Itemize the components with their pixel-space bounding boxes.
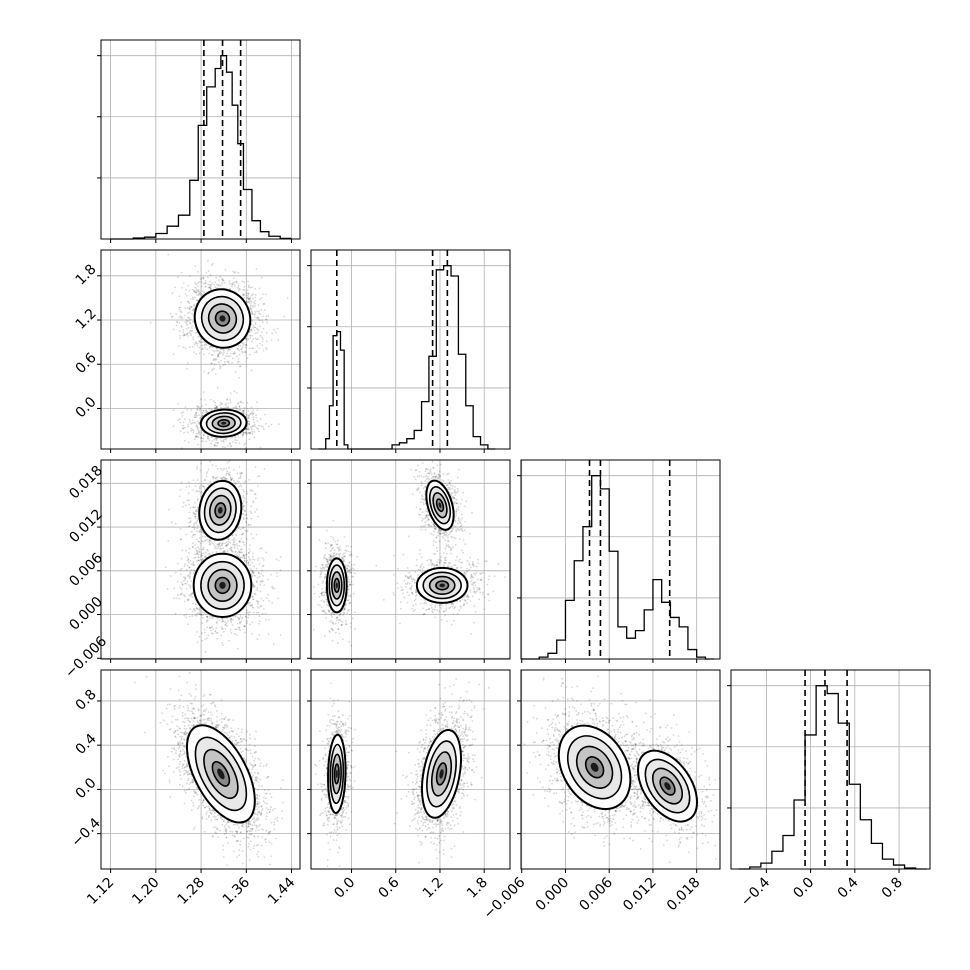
histogram-step bbox=[318, 265, 496, 450]
scatter-frame bbox=[310, 459, 511, 660]
x-tick-label: −0.4 bbox=[738, 874, 773, 909]
x-tick-label: 1.44 bbox=[265, 874, 298, 907]
density-peak bbox=[221, 421, 227, 425]
scatter-panel-p1-p3 bbox=[97, 459, 301, 663]
density-peak bbox=[439, 769, 444, 779]
histogram-panel-3 bbox=[517, 459, 721, 663]
scatter-panel-p1-p2 bbox=[97, 249, 301, 453]
y-tick-label: 1.8 bbox=[73, 261, 100, 288]
histogram-frame bbox=[730, 669, 931, 870]
histogram-frame bbox=[100, 39, 301, 240]
x-tick-label: 0.018 bbox=[664, 875, 704, 915]
histogram-frame bbox=[310, 249, 511, 450]
density-peak bbox=[217, 507, 223, 514]
histogram-step bbox=[110, 55, 292, 240]
density-peak bbox=[590, 762, 599, 772]
x-tick-label: 1.28 bbox=[175, 875, 208, 908]
y-tick-label: 0.4 bbox=[73, 731, 100, 758]
density-peak bbox=[335, 769, 338, 779]
histogram-panel-1 bbox=[97, 39, 301, 243]
x-tick-label: 1.20 bbox=[129, 875, 162, 908]
y-tick-label: 0.0 bbox=[73, 394, 100, 421]
histogram-step bbox=[521, 475, 715, 660]
scatter-frame bbox=[100, 249, 301, 450]
histogram-step bbox=[738, 685, 927, 870]
density-peak bbox=[219, 581, 226, 589]
density-peak bbox=[664, 782, 671, 791]
scatter-frame bbox=[520, 669, 721, 870]
x-tick-label: 1.8 bbox=[464, 875, 491, 902]
density-peak bbox=[219, 315, 226, 322]
y-tick-label: 0.012 bbox=[66, 506, 106, 546]
x-tick-label: 0.012 bbox=[620, 875, 660, 915]
x-tick-label: 1.12 bbox=[84, 875, 117, 908]
density-peak bbox=[439, 583, 446, 588]
density-peak bbox=[217, 768, 225, 780]
scatter-frame bbox=[310, 669, 511, 870]
x-tick-label: 0.0 bbox=[331, 875, 358, 902]
scatter-panel-p1-p4 bbox=[97, 669, 301, 873]
x-tick-label: 0.006 bbox=[576, 874, 616, 914]
x-tick-label: −0.006 bbox=[481, 874, 529, 922]
y-tick-label: 0.6 bbox=[73, 350, 100, 377]
y-tick-label: 0.0 bbox=[73, 775, 100, 802]
x-tick-label: 0.0 bbox=[790, 875, 817, 902]
x-tick-label: 0.8 bbox=[879, 875, 906, 902]
histogram-panel-2 bbox=[307, 249, 511, 453]
y-tick-label: 0.000 bbox=[66, 594, 106, 634]
x-tick-label: 1.2 bbox=[420, 875, 447, 902]
x-tick-label: 0.4 bbox=[835, 874, 862, 901]
scatter-panel-p2-p3 bbox=[307, 459, 511, 663]
histogram-frame bbox=[520, 459, 721, 660]
scatter-points bbox=[164, 460, 282, 653]
histogram-panel-4 bbox=[727, 669, 931, 873]
y-tick-label: 1.2 bbox=[73, 306, 100, 333]
density-peak bbox=[438, 502, 442, 508]
y-tick-label: −0.4 bbox=[68, 815, 103, 850]
scatter-points bbox=[312, 460, 506, 647]
y-tick-label: 0.006 bbox=[66, 550, 106, 590]
x-tick-label: 0.6 bbox=[376, 874, 403, 901]
y-tick-label: 0.018 bbox=[66, 463, 106, 503]
scatter-panel-p2-p4 bbox=[307, 669, 511, 873]
y-tick-label: −0.006 bbox=[62, 633, 110, 681]
x-tick-label: 1.36 bbox=[220, 874, 253, 907]
density-peak bbox=[335, 582, 338, 589]
x-tick-label: 0.000 bbox=[533, 875, 573, 915]
scatter-frame bbox=[100, 669, 301, 870]
scatter-frame bbox=[100, 459, 301, 660]
scatter-panel-p3-p4 bbox=[517, 669, 721, 873]
y-tick-label: 0.8 bbox=[73, 687, 100, 714]
